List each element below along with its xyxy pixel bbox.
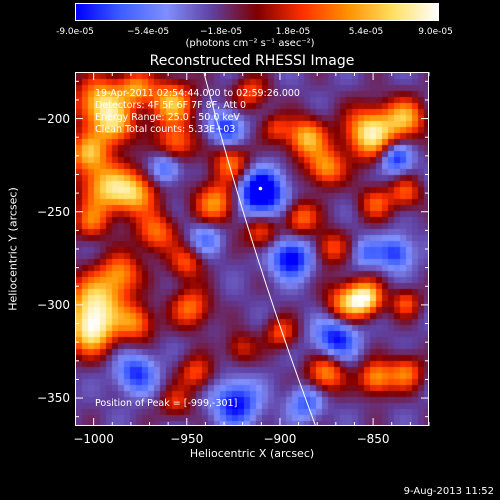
x-tick-label: −950 [170, 432, 204, 446]
y-axis-label: Heliocentric Y (arcsec) [6, 187, 20, 311]
solar-limb-overlay [203, 73, 316, 425]
map-plot [75, 72, 429, 426]
solar-limb-line [203, 73, 316, 425]
colorbar [75, 3, 439, 21]
colorbar-tick-label: 9.0e-05 [418, 27, 453, 37]
colorbar-tick-label: -9.0e-05 [56, 27, 94, 37]
x-tick-label: −850 [356, 432, 390, 446]
heatmap-image [76, 73, 428, 425]
x-axis-label: Heliocentric X (arcsec) [189, 447, 315, 460]
info-detectors: Detectors: 4F 5F 6F 7F 8F, Att 0 [95, 100, 247, 111]
info-time-range: 19-Apr-2011 02:54:44.000 to 02:59:26.000 [95, 88, 300, 99]
x-tick-label: −1000 [73, 432, 114, 446]
colorbar-tick-label: 1.8e-05 [275, 27, 311, 37]
y-tick-label: −200 [37, 111, 70, 126]
colorbar-tick-label: −1.8e-05 [199, 27, 243, 37]
image-title: Reconstructed RHESSI Image [149, 53, 355, 69]
colorbar-tick-label: 5.4e-05 [348, 27, 384, 37]
colorbar-units: (photons cm⁻² s⁻¹ asec⁻²) [185, 38, 315, 49]
peak-position-label: Position of Peak = [-999,-301] [95, 398, 238, 409]
y-tick-label: −250 [37, 204, 70, 219]
y-tick-label: −350 [37, 391, 70, 406]
timestamp-footer: 9-Aug-2013 11:52 [403, 486, 494, 497]
y-tick-label: −300 [37, 297, 70, 312]
minimum-marker [258, 186, 263, 191]
info-energy-range: Energy Range: 25.0 - 50.0 keV [95, 112, 240, 123]
x-tick-label: −900 [263, 432, 297, 446]
info-clean-counts: Clean Total counts: 5.33E+03 [95, 124, 236, 135]
colorbar-tick-label: −5.4e-05 [126, 27, 170, 37]
